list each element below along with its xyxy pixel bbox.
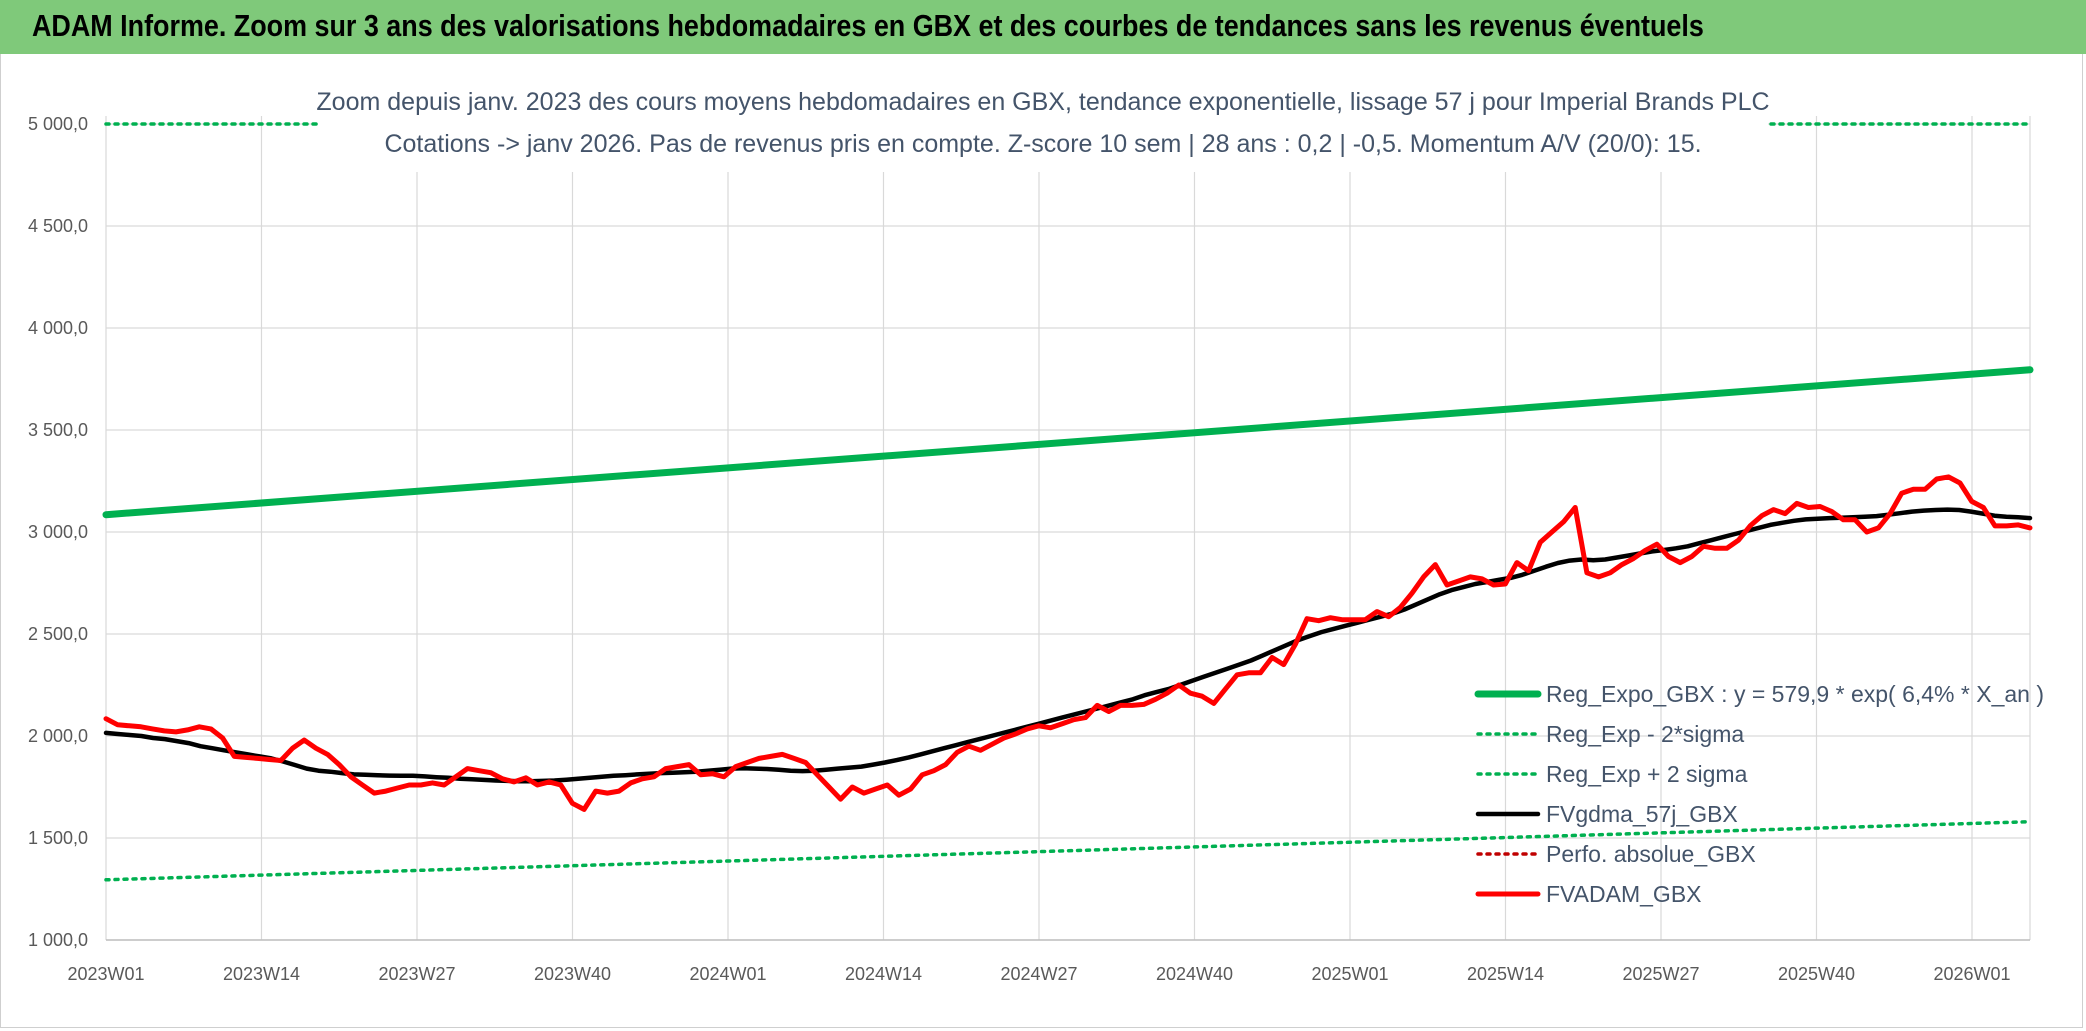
- subtitle-backdrop: [318, 78, 1768, 172]
- chart-subtitle-line-2: Cotations -> janv 2026. Pas de revenus p…: [384, 130, 1701, 158]
- legend-label: Reg_Exp + 2 sigma: [1546, 761, 1748, 787]
- legend-label: FVgdma_57j_GBX: [1546, 801, 1738, 827]
- series-line-1: [104, 819, 2032, 882]
- x-tick-label: 2025W27: [1622, 964, 1699, 984]
- x-tick-label: 2026W01: [1933, 964, 2010, 984]
- x-tick-label: 2025W14: [1467, 964, 1544, 984]
- report-banner: ADAM Informe. Zoom sur 3 ans des valoris…: [0, 0, 2086, 54]
- y-tick-label: 4 500,0: [28, 216, 88, 236]
- y-tick-label: 1 000,0: [28, 930, 88, 950]
- series-line-5: [103, 474, 2033, 812]
- x-tick-label: 2025W40: [1778, 964, 1855, 984]
- x-tick-label: 2025W01: [1311, 964, 1388, 984]
- y-tick-label: 5 000,0: [28, 114, 88, 134]
- x-tick-label: 2023W01: [67, 964, 144, 984]
- report-title: ADAM Informe. Zoom sur 3 ans des valoris…: [32, 8, 1704, 43]
- y-tick-label: 2 000,0: [28, 726, 88, 746]
- series-line-0: [102, 366, 2034, 519]
- x-tick-label: 2024W27: [1000, 964, 1077, 984]
- y-tick-label: 4 000,0: [28, 318, 88, 338]
- y-tick-label: 1 500,0: [28, 828, 88, 848]
- y-tick-label: 2 500,0: [28, 624, 88, 644]
- series-line-3: [103, 507, 2033, 784]
- x-tick-label: 2024W01: [689, 964, 766, 984]
- legend-label: Reg_Expo_GBX : y = 579,9 * exp( 6,4% * X…: [1546, 681, 2044, 707]
- legend-label: Perfo. absolue_GBX: [1546, 841, 1756, 867]
- x-tick-label: 2023W40: [534, 964, 611, 984]
- x-tick-label: 2024W40: [1156, 964, 1233, 984]
- legend-label: Reg_Exp - 2*sigma: [1546, 721, 1744, 747]
- legend-label: FVADAM_GBX: [1546, 881, 1702, 907]
- chart-subtitle-line-1: Zoom depuis janv. 2023 des cours moyens …: [316, 88, 1769, 116]
- x-tick-label: 2023W27: [378, 964, 455, 984]
- chart-frame: [0, 54, 2083, 1028]
- y-tick-label: 3 000,0: [28, 522, 88, 542]
- y-tick-label: 3 500,0: [28, 420, 88, 440]
- x-tick-label: 2024W14: [845, 964, 922, 984]
- x-tick-label: 2023W14: [223, 964, 300, 984]
